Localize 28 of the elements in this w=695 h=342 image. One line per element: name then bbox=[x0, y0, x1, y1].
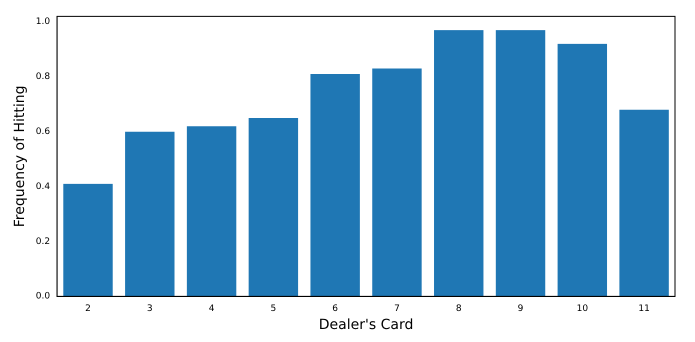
bar bbox=[434, 30, 484, 296]
bar bbox=[186, 126, 236, 296]
bar bbox=[63, 184, 113, 296]
bar bbox=[125, 132, 175, 296]
y-tick-label: 1.0 bbox=[36, 17, 50, 28]
y-axis-title: Frequency of Hitting bbox=[12, 86, 28, 228]
x-tick-label: 11 bbox=[638, 304, 650, 314]
x-axis-title: Dealer's Card bbox=[318, 317, 414, 334]
y-tick-label: 0.6 bbox=[36, 127, 50, 138]
x-tick-label: 8 bbox=[456, 304, 462, 314]
x-tick-label: 4 bbox=[208, 304, 215, 314]
x-tick-label: 7 bbox=[394, 304, 400, 314]
x-tick-label: 2 bbox=[85, 304, 91, 314]
bar bbox=[496, 30, 546, 296]
x-tick-label: 9 bbox=[518, 304, 524, 314]
x-tick-label: 10 bbox=[576, 304, 588, 314]
y-tick-label: 0.2 bbox=[36, 236, 50, 247]
y-tick-label: 0.4 bbox=[36, 182, 50, 192]
x-tick-label: 6 bbox=[332, 304, 338, 314]
x-tick-label: 5 bbox=[270, 304, 276, 314]
y-tick-label: 0.0 bbox=[36, 292, 50, 302]
y-tick-label: 0.8 bbox=[36, 72, 50, 82]
bar bbox=[310, 74, 360, 296]
bar bbox=[619, 110, 669, 296]
x-tick-label: 3 bbox=[146, 304, 153, 314]
bar bbox=[372, 68, 422, 296]
bar bbox=[558, 44, 608, 296]
bar bbox=[248, 118, 298, 296]
